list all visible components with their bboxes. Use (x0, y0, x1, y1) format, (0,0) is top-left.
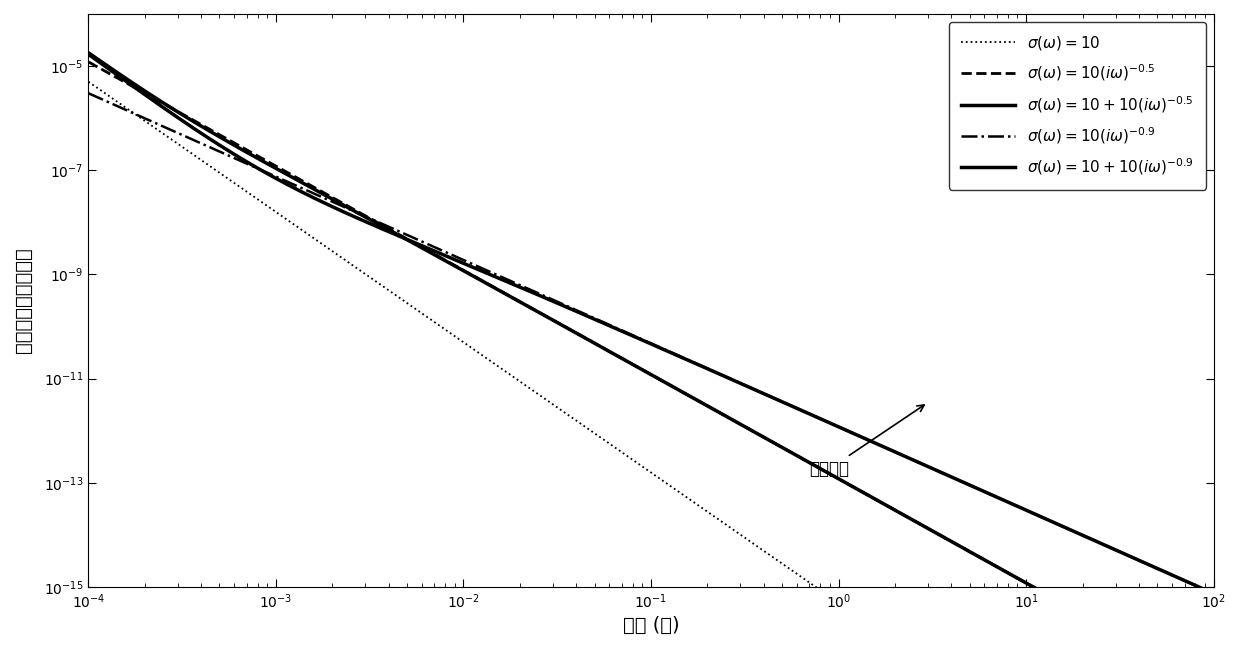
$\sigma(\omega)=10$ (280, 216, 295, 224)
$\sigma(\omega)=10+10(i\omega)^{-0.5}$ (280, 171, 295, 178)
$\sigma(\omega)=10+10(i\omega)^{-0.9}$ (371, 223, 386, 231)
$\sigma(\omega)=10$ (81, 78, 95, 86)
$\sigma(\omega)=10+10(i\omega)^{-0.5}$ (371, 220, 386, 228)
Line: $\sigma(\omega)=10$: $\sigma(\omega)=10$ (88, 82, 1214, 649)
$\sigma(\omega)=10(i\omega)^{-0.9}$ (81, 90, 95, 97)
$\sigma(\omega)=10+10(i\omega)^{-0.9}$ (929, 466, 944, 474)
$\sigma(\omega)=10(i\omega)^{-0.9}$ (371, 218, 386, 226)
Y-axis label: 感应电动势（伏特）: 感应电动势（伏特） (14, 248, 33, 353)
Line: $\sigma(\omega)=10(i\omega)^{-0.9}$: $\sigma(\omega)=10(i\omega)^{-0.9}$ (88, 93, 1214, 593)
$\sigma(\omega)=10+10(i\omega)^{-0.9}$ (81, 51, 95, 58)
$\sigma(\omega)=10$ (371, 279, 386, 287)
$\sigma(\omega)=10(i\omega)^{-0.5}$ (832, 476, 847, 484)
Text: 经典模型: 经典模型 (810, 405, 924, 478)
$\sigma(\omega)=10+10(i\omega)^{-0.9}$ (1207, 589, 1221, 597)
Line: $\sigma(\omega)=10+10(i\omega)^{-0.9}$: $\sigma(\omega)=10+10(i\omega)^{-0.9}$ (88, 55, 1214, 593)
$\sigma(\omega)=10(i\omega)^{-0.5}$ (81, 58, 95, 66)
$\sigma(\omega)=10(i\omega)^{-0.5}$ (280, 169, 295, 177)
$\sigma(\omega)=10+10(i\omega)^{-0.9}$ (832, 424, 847, 432)
$\sigma(\omega)=10(i\omega)^{-0.5}$ (590, 341, 605, 349)
$\sigma(\omega)=10(i\omega)^{-0.9}$ (744, 384, 759, 392)
$\sigma(\omega)=10(i\omega)^{-0.5}$ (744, 426, 759, 434)
$\sigma(\omega)=10+10(i\omega)^{-0.9}$ (280, 180, 295, 188)
$\sigma(\omega)=10(i\omega)^{-0.9}$ (832, 423, 847, 431)
$\sigma(\omega)=10$ (590, 432, 605, 439)
$\sigma(\omega)=10$ (744, 539, 759, 546)
$\sigma(\omega)=10+10(i\omega)^{-0.5}$ (590, 341, 605, 349)
$\sigma(\omega)=10(i\omega)^{-0.9}$ (280, 178, 295, 186)
$\sigma(\omega)=10$ (832, 600, 847, 607)
$\sigma(\omega)=10+10(i\omega)^{-0.5}$ (929, 529, 944, 537)
X-axis label: 时间 (秒): 时间 (秒) (622, 616, 680, 635)
$\sigma(\omega)=10+10(i\omega)^{-0.9}$ (590, 317, 605, 324)
$\sigma(\omega)=10(i\omega)^{-0.5}$ (371, 219, 386, 227)
Legend: $\sigma(\omega)=10$, $\sigma(\omega)=10(i\omega)^{-0.5}$, $\sigma(\omega)=10+10(: $\sigma(\omega)=10$, $\sigma(\omega)=10(… (949, 21, 1207, 190)
Line: $\sigma(\omega)=10(i\omega)^{-0.5}$: $\sigma(\omega)=10(i\omega)^{-0.5}$ (88, 62, 1214, 649)
$\sigma(\omega)=10(i\omega)^{-0.5}$ (929, 529, 944, 537)
Line: $\sigma(\omega)=10+10(i\omega)^{-0.5}$: $\sigma(\omega)=10+10(i\omega)^{-0.5}$ (88, 53, 1214, 649)
$\sigma(\omega)=10+10(i\omega)^{-0.5}$ (81, 49, 95, 56)
$\sigma(\omega)=10+10(i\omega)^{-0.9}$ (744, 384, 759, 392)
$\sigma(\omega)=10+10(i\omega)^{-0.5}$ (744, 426, 759, 434)
$\sigma(\omega)=10(i\omega)^{-0.9}$ (1207, 589, 1221, 597)
$\sigma(\omega)=10(i\omega)^{-0.9}$ (590, 315, 605, 323)
$\sigma(\omega)=10(i\omega)^{-0.9}$ (929, 466, 944, 474)
$\sigma(\omega)=10+10(i\omega)^{-0.5}$ (832, 476, 847, 484)
